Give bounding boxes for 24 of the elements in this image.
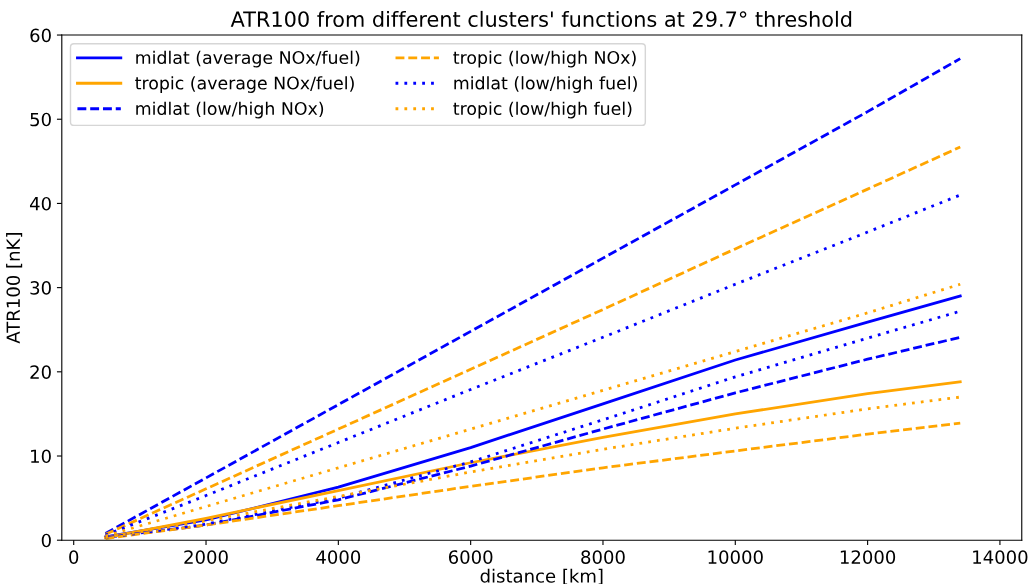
legend-label: tropic (average NOx/fuel): [135, 76, 354, 93]
x-tick-label: 2000: [184, 550, 228, 564]
y-tick-label: 40: [29, 196, 51, 211]
y-tick-label: 20: [30, 365, 51, 379]
y-tick-label: 60: [30, 28, 51, 43]
y-tick-label: 50: [30, 112, 51, 127]
x-tick-label: 8000: [581, 550, 625, 564]
y-axis-title: ATR100 [nK]: [6, 233, 23, 344]
x-axis-title: distance [km]: [480, 568, 603, 584]
legend-label: midlat (average NOx/fuel): [136, 50, 360, 68]
x-tick-label: 14000: [973, 550, 1028, 564]
y-tick-label: 30: [30, 281, 51, 295]
legend-label: tropic (low/high NOx): [453, 50, 636, 68]
x-tick-label: 6000: [448, 550, 493, 564]
x-tick-label: 4000: [316, 550, 361, 564]
legend-label: midlat (low/high NOx): [136, 101, 324, 119]
legend-label: midlat (low/high fuel): [454, 76, 637, 93]
x-tick-label: 10000: [708, 550, 763, 564]
y-tick-label: 0: [41, 533, 51, 548]
x-tick-label: 0: [69, 550, 79, 564]
legend-label: tropic (low/high fuel): [453, 101, 632, 119]
chart-title: ATR100 from different clusters' functions at 29.7° threshold: [230, 10, 852, 27]
x-tick-label: 12000: [840, 550, 896, 564]
y-tick-label: 10: [31, 449, 51, 464]
